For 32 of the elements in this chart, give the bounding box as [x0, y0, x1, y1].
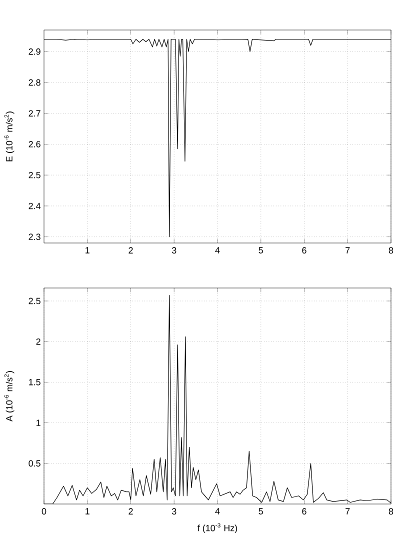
y-tick-label: 2.8 [28, 79, 40, 86]
y-tick-label: 2 [36, 338, 40, 345]
y-tick-label: 1.5 [29, 379, 40, 386]
x-tick-label: 5 [258, 247, 263, 254]
y-tick-label: 2.4 [28, 202, 41, 210]
x-tick-label: 8 [388, 247, 394, 254]
y-tick-label: 2.5 [28, 298, 40, 304]
x-tick-label: 7 [346, 247, 350, 254]
y-tick-label: 2.6 [28, 141, 40, 148]
x-tick-label: 8 [388, 508, 394, 515]
x-tick-label: 0 [42, 508, 46, 515]
y-tick-label: 1 [36, 420, 40, 426]
x-axis-title: f (10$^{-3}$ Hz) [198, 523, 238, 534]
y-axis-title: A (10$^{-6}$ m/s$^{2}$) [4, 371, 14, 422]
x-tick-label: 5 [258, 508, 263, 514]
x-tick-label: 2 [128, 247, 133, 254]
x-tick-label: 4 [215, 508, 220, 514]
y-tick-label: 2.3 [28, 234, 40, 240]
y-tick-label: 0.5 [28, 460, 40, 467]
x-tick-label: 1 [86, 247, 90, 254]
x-tick-label: 1 [86, 508, 90, 514]
x-tick-label: 2 [128, 508, 133, 514]
y-tick-label: 2.7 [28, 110, 40, 116]
x-tick-label: 4 [215, 247, 220, 254]
y-tick-label: 2.5 [28, 172, 40, 178]
x-tick-label: 3 [172, 508, 176, 515]
y-tick-label: 2.9 [28, 48, 40, 55]
x-tick-label: 6 [302, 508, 306, 515]
y-axis-title: E (10$^{-6}$ m/s$^{2}$) [4, 112, 14, 162]
x-tick-label: 6 [302, 247, 306, 254]
x-tick-label: 7 [346, 508, 350, 514]
x-tick-label: 3 [172, 247, 176, 254]
